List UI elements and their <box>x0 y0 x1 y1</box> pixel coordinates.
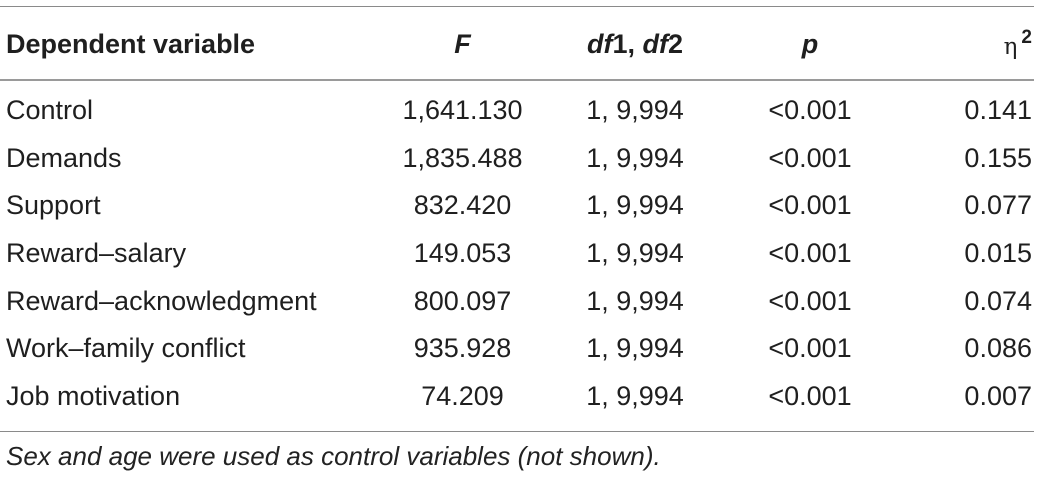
header-f: F <box>380 8 545 80</box>
table-row: Job motivation 74.209 1, 9,994 <0.001 0.… <box>0 373 1034 421</box>
cell-df: 1, 9,994 <box>586 285 684 316</box>
cell-df: 1, 9,994 <box>586 190 684 221</box>
cell-df: 1, 9,994 <box>586 380 684 411</box>
cell-variable: Control <box>6 95 94 126</box>
cell-eta2: 0.074 <box>964 285 1032 316</box>
cell-eta2: 0.077 <box>964 190 1032 221</box>
cell-f: 149.053 <box>413 238 512 269</box>
cell-f: 74.209 <box>421 380 504 411</box>
header-p: p <box>725 8 895 80</box>
cell-variable: Reward–salary <box>6 238 187 269</box>
cell-p: <0.001 <box>768 142 852 173</box>
table-bottom-rule <box>0 431 1034 432</box>
header-eta-superscript: 2 <box>1021 27 1032 48</box>
cell-variable: Work–family conflict <box>6 333 246 364</box>
cell-p: <0.001 <box>768 285 852 316</box>
cell-f: 1,641.130 <box>402 95 523 126</box>
cell-p: <0.001 <box>768 95 852 126</box>
header-p-label: p <box>801 28 819 59</box>
cell-df: 1, 9,994 <box>586 333 684 364</box>
cell-eta2: 0.015 <box>964 238 1032 269</box>
table-row: Control 1,641.130 1, 9,994 <0.001 0.141 <box>0 80 1034 135</box>
header-df-part1: df <box>586 28 613 59</box>
table-row: Work–family conflict 935.928 1, 9,994 <0… <box>0 325 1034 373</box>
cell-p: <0.001 <box>768 190 852 221</box>
table-body: Control 1,641.130 1, 9,994 <0.001 0.141 … <box>0 80 1034 420</box>
table-top-rule <box>0 6 1034 7</box>
cell-df: 1, 9,994 <box>586 142 684 173</box>
cell-eta2: 0.141 <box>964 95 1032 126</box>
cell-p: <0.001 <box>768 380 852 411</box>
table-row: Demands 1,835.488 1, 9,994 <0.001 0.155 <box>0 135 1034 183</box>
table-row: Reward–salary 149.053 1, 9,994 <0.001 0.… <box>0 230 1034 278</box>
header-dependent-variable: Dependent variable <box>6 28 256 59</box>
cell-eta2: 0.086 <box>964 333 1032 364</box>
cell-f: 800.097 <box>413 285 512 316</box>
header-df: df1, df2 <box>545 8 725 80</box>
header-df-part3: df <box>642 28 668 59</box>
header-df-part2: 1, <box>612 28 643 59</box>
table-row: Reward–acknowledgment 800.097 1, 9,994 <… <box>0 277 1034 325</box>
cell-variable: Support <box>6 190 101 221</box>
table-header-rule <box>0 79 1034 81</box>
header-eta-symbol: η <box>1003 34 1018 60</box>
header-df-part4: 2 <box>667 28 684 59</box>
cell-variable: Reward–acknowledgment <box>6 285 317 316</box>
cell-variable: Job motivation <box>6 380 181 411</box>
cell-f: 1,835.488 <box>402 142 523 173</box>
cell-eta2: 0.155 <box>964 142 1032 173</box>
table-footnote: Sex and age were used as control variabl… <box>6 441 661 471</box>
cell-eta2: 0.007 <box>964 380 1032 411</box>
table-row: Support 832.420 1, 9,994 <0.001 0.077 <box>0 182 1034 230</box>
cell-f: 832.420 <box>413 190 512 221</box>
cell-p: <0.001 <box>768 333 852 364</box>
cell-p: <0.001 <box>768 238 852 269</box>
cell-f: 935.928 <box>413 333 512 364</box>
cell-df: 1, 9,994 <box>586 95 684 126</box>
cell-variable: Demands <box>6 142 122 173</box>
header-f-label: F <box>454 28 471 59</box>
cell-df: 1, 9,994 <box>586 238 684 269</box>
